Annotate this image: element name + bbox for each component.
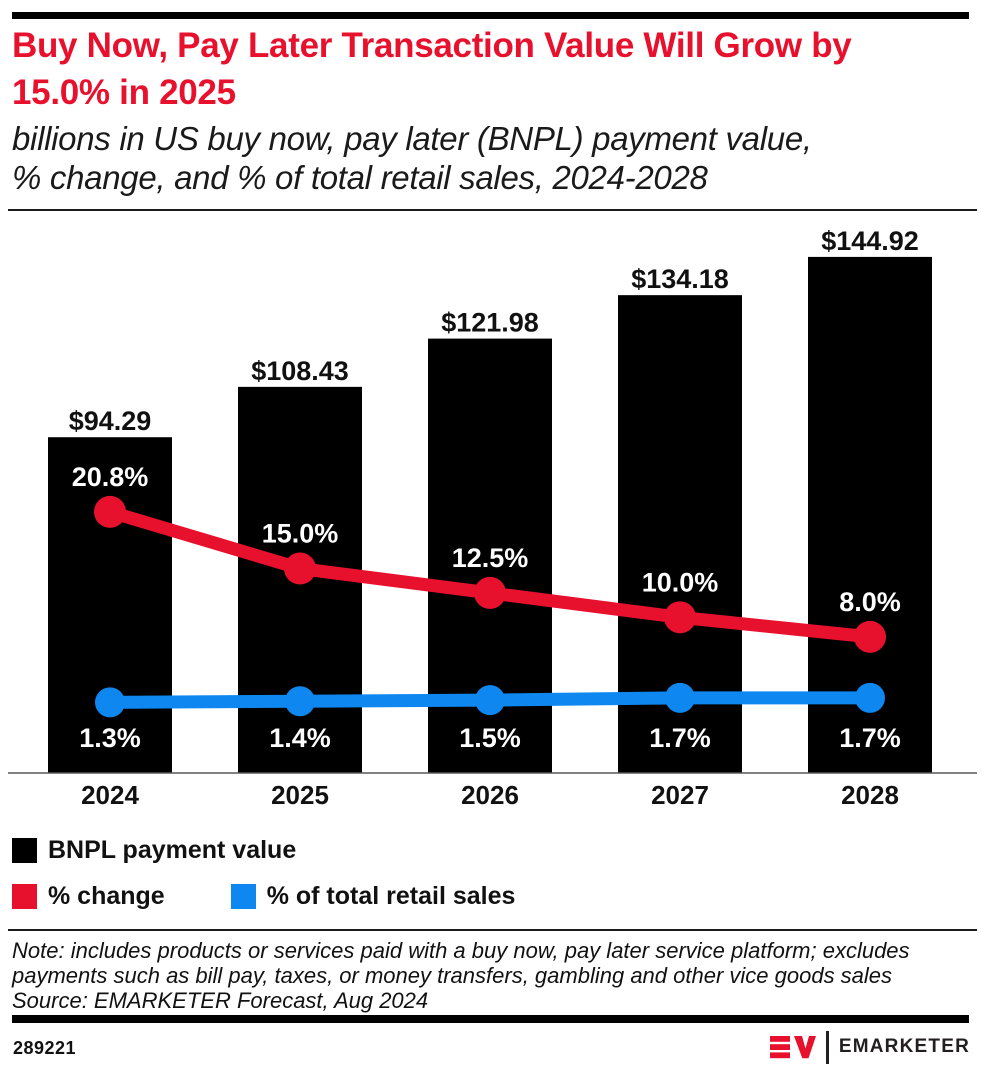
- bar-value-label-2025: $108.43: [251, 356, 349, 386]
- chart-id: 289221: [13, 1038, 77, 1058]
- retail-share-point-2024: [95, 687, 125, 718]
- pct-change-point-2025: [284, 552, 316, 585]
- page-subtitle-line-1: billions in US buy now, pay later (BNPL)…: [12, 120, 812, 157]
- bar-value-label-2028: $144.92: [821, 226, 919, 256]
- retail-share-point-2026: [475, 685, 505, 716]
- header-divider: [8, 209, 977, 211]
- x-axis-label-2028: 2028: [841, 780, 899, 810]
- legend-row-1: BNPL payment value: [12, 836, 296, 865]
- monogram-m-vee: [793, 1036, 816, 1059]
- page-title: Buy Now, Pay Later Transaction Value Wil…: [12, 22, 974, 116]
- page-subtitle-line-2: % change, and % of total retail sales, 2…: [12, 159, 708, 196]
- retail-share-label-2028: 1.7%: [839, 723, 901, 753]
- brand-logo: EMARKETER: [769, 1029, 970, 1065]
- legend-swatch-bnpl-payment-value: [12, 838, 37, 863]
- page-subtitle: billions in US buy now, pay later (BNPL)…: [12, 119, 974, 197]
- monogram-e-bar-3: [769, 1052, 790, 1059]
- retail-share-point-2025: [285, 686, 315, 717]
- top-rule: [12, 12, 969, 19]
- x-axis-label-2027: 2027: [651, 780, 709, 810]
- pct-change-label-2028: 8.0%: [839, 587, 901, 617]
- pct-change-point-2027: [664, 601, 696, 634]
- bar-value-label-2024: $94.29: [69, 406, 152, 436]
- footnote-divider: [8, 929, 977, 931]
- monogram-e-bar-2: [769, 1044, 790, 1050]
- chart-canvas: $94.29 $108.43 $121.98 $134.18 $144.92 20.8% 1…: [8, 226, 977, 810]
- pct-change-label-2026: 12.5%: [452, 543, 529, 573]
- bar-value-label-2026: $121.98: [441, 308, 539, 338]
- legend-label-bnpl-payment-value: BNPL payment value: [48, 836, 297, 864]
- pct-change-point-2024: [94, 495, 126, 528]
- retail-share-label-2024: 1.3%: [79, 723, 141, 753]
- pct-change-label-2027: 10.0%: [642, 567, 719, 597]
- x-axis-label-2024: 2024: [81, 780, 139, 810]
- legend-swatch-pct-change: [12, 884, 37, 909]
- pct-change-label-2024: 20.8%: [72, 462, 149, 492]
- pct-change-label-2025: 15.0%: [262, 519, 339, 549]
- legend-label-pct-change: % change: [48, 882, 165, 910]
- retail-share-label-2025: 1.4%: [269, 723, 331, 753]
- page-title-line-1: Buy Now, Pay Later Transaction Value Wil…: [12, 26, 852, 65]
- footer-rule: [12, 1015, 969, 1023]
- retail-share-label-2026: 1.5%: [459, 723, 521, 753]
- x-axis-label-2025: 2025: [271, 780, 329, 810]
- x-axis-label-2026: 2026: [461, 780, 519, 810]
- emarketer-monogram-icon: [769, 1036, 816, 1059]
- brand-separator: [825, 1030, 829, 1064]
- pct-change-point-2028: [854, 620, 886, 653]
- retail-share-point-2027: [665, 682, 695, 713]
- pct-change-point-2026: [474, 576, 506, 609]
- footnote-source: Source: EMARKETER Forecast, Aug 2024: [12, 988, 429, 1013]
- brand-wordmark: EMARKETER: [838, 1036, 970, 1057]
- footnote-note-line-1: Note: includes products or services paid…: [12, 938, 910, 963]
- page-title-line-2: 15.0% in 2025: [12, 73, 236, 112]
- legend-label-retail-share: % of total retail sales: [266, 882, 516, 910]
- monogram-e-bar-1: [769, 1036, 790, 1042]
- footnote-note-line-2: payments such as bill pay, taxes, or mon…: [12, 963, 893, 988]
- legend-row-2: % change % of total retail sales: [12, 882, 515, 911]
- retail-share-label-2027: 1.7%: [649, 723, 711, 753]
- footnote: Note: includes products or services paid…: [12, 938, 974, 1013]
- legend-swatch-retail-share: [230, 884, 256, 909]
- retail-share-point-2028: [855, 682, 885, 713]
- bar-value-label-2027: $134.18: [631, 264, 729, 294]
